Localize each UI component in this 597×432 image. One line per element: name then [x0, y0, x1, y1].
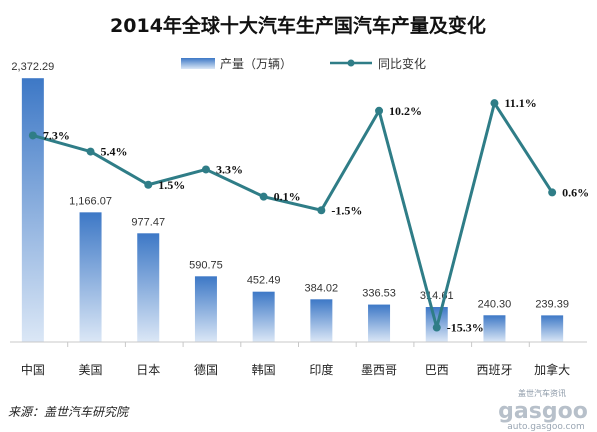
- line-label-0: 7.3%: [43, 128, 70, 142]
- bar-label-2: 977.47: [131, 216, 165, 228]
- line-path: [32, 101, 554, 330]
- bar-label-0: 2,372.29: [11, 61, 54, 73]
- bar-series: [21, 78, 564, 342]
- category-label-8: 西班牙: [476, 363, 512, 377]
- category-label-7: 巴西: [425, 363, 449, 377]
- category-label-5: 印度: [309, 362, 333, 377]
- bar-5: [310, 299, 333, 342]
- line-point-4: [259, 192, 268, 201]
- line-label-5: -1.5%: [331, 203, 362, 217]
- bar-label-1: 1,166.07: [69, 195, 112, 207]
- line-label-9: 0.6%: [562, 185, 589, 199]
- line-label-2: 1.5%: [158, 178, 185, 192]
- line-point-9: [548, 188, 557, 197]
- line-label-3: 3.3%: [216, 162, 243, 176]
- x-axis-category-labels: 中国 美国 日本 德国 韩国 印度 墨西哥 巴西 西班牙 加拿大: [21, 362, 570, 377]
- bar-3: [194, 276, 217, 342]
- x-axis-ticks: [67, 342, 530, 347]
- bar-6: [368, 304, 391, 342]
- line-point-2: [144, 180, 153, 189]
- line-point-7: [432, 323, 441, 332]
- legend-line-label: 同比变化: [378, 56, 426, 71]
- bar-9: [541, 315, 564, 342]
- bar-label-4: 452.49: [247, 275, 281, 287]
- bar-label-8: 240.30: [478, 298, 512, 310]
- legend: 产量（万辆） 同比变化: [181, 56, 426, 71]
- watermark-url: auto.gasgoo.com: [507, 422, 585, 432]
- bar-label-5: 384.02: [305, 282, 339, 294]
- bar-label-3: 590.75: [189, 259, 223, 271]
- legend-bar-label: 产量（万辆）: [220, 57, 292, 71]
- bar-4: [252, 291, 275, 342]
- chart-title: 2014年全球十大汽车生产国汽车产量及变化: [110, 14, 486, 37]
- legend-line-marker: [347, 59, 355, 67]
- category-label-9: 加拿大: [534, 362, 570, 377]
- bar-1: [79, 212, 102, 342]
- line-point-1: [86, 147, 95, 156]
- bar-label-9: 239.39: [535, 298, 569, 310]
- line-label-4: 0.1%: [274, 190, 301, 204]
- category-label-1: 美国: [79, 363, 103, 377]
- bar-label-6: 336.53: [362, 288, 396, 300]
- line-series: [28, 99, 557, 332]
- category-label-3: 德国: [194, 362, 218, 377]
- category-label-0: 中国: [21, 362, 45, 377]
- watermark-text-cn: 盖世汽车资讯: [518, 388, 566, 398]
- bar-0: [21, 78, 44, 342]
- watermark-logo: gasgoo: [498, 399, 588, 424]
- line-point-0: [28, 131, 37, 140]
- category-label-2: 日本: [136, 363, 160, 377]
- category-label-4: 韩国: [252, 362, 276, 377]
- line-label-8: 11.1%: [504, 96, 536, 110]
- line-label-1: 5.4%: [101, 145, 128, 159]
- line-point-6: [375, 106, 384, 115]
- line-label-6: 10.2%: [389, 104, 422, 118]
- bar-label-7: 314.61: [420, 290, 454, 302]
- bar-2: [137, 233, 160, 342]
- legend-bar-swatch: [181, 58, 215, 69]
- line-point-5: [317, 206, 326, 215]
- line-point-8: [490, 99, 499, 108]
- line-point-3: [201, 165, 210, 174]
- category-label-6: 墨西哥: [361, 363, 397, 377]
- source-note: 来源：盖世汽车研究院: [8, 405, 130, 419]
- line-label-7: -15.3%: [447, 321, 484, 335]
- line-value-labels: 7.3% 5.4% 1.5% 3.3% 0.1% -1.5% 10.2% -15.3% 11.1…: [43, 96, 589, 334]
- bar-8: [483, 315, 506, 342]
- watermark: 盖世汽车资讯 gasgoo auto.gasgoo.com: [498, 388, 588, 432]
